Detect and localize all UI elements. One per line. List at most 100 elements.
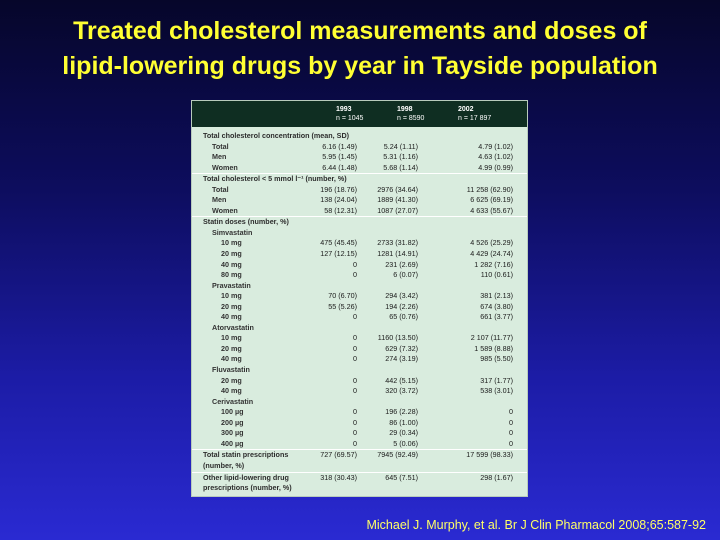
row-value-2002: 0: [509, 438, 513, 448]
row-value-1993: 318 (30.43): [320, 472, 357, 482]
row-label: 200 µg: [221, 417, 244, 427]
table-row: Total 6.16 (1.49) 5.24 (1.11) 4.79 (1.02): [192, 142, 527, 153]
row-label: 40 mg: [221, 354, 242, 364]
row-value-1998: 65 (0.76): [389, 312, 418, 322]
table-row: Total cholesterol concentration (mean, S…: [192, 131, 527, 142]
row-value-1998: 320 (3.72): [385, 386, 418, 396]
table-row: Men 5.95 (1.45) 5.31 (1.16) 4.63 (1.02): [192, 152, 527, 163]
row-label: 400 µg: [221, 438, 244, 448]
table-row: 20 mg 0 629 (7.32) 1 589 (8.88): [192, 344, 527, 355]
row-value-1993: 0: [353, 417, 357, 427]
row-label: Total cholesterol concentration (mean, S…: [203, 131, 350, 140]
row-value-1993: 727 (69.57): [320, 450, 357, 460]
table-row: 10 mg 70 (6.70) 294 (3.42) 381 (2.13): [192, 291, 527, 302]
row-value-2002: 0: [509, 428, 513, 438]
table-row: Total statin prescriptions 727 (69.57) 794…: [192, 449, 527, 461]
table-row: Pravastatin: [192, 281, 527, 292]
row-value-1993: 475 (45.45): [320, 238, 357, 248]
row-value-2002: 0: [509, 417, 513, 427]
table-body: Total cholesterol concentration (mean, S…: [192, 127, 527, 494]
row-value-1993: 58 (12.31): [324, 205, 357, 215]
row-label: 20 mg: [221, 301, 242, 311]
row-label: Women: [212, 162, 238, 172]
row-value-2002: 4.63 (1.02): [478, 152, 513, 162]
row-value-2002: 985 (5.50): [480, 354, 513, 364]
row-label: (number, %): [203, 460, 245, 470]
row-value-1993: 0: [353, 354, 357, 364]
row-value-1998: 629 (7.32): [385, 343, 418, 353]
row-label: Pravastatin: [212, 280, 251, 290]
row-value-2002: 6 625 (69.19): [470, 195, 513, 205]
table-row: 200 µg 0 86 (1.00) 0: [192, 418, 527, 429]
table-row: Men 138 (24.04) 1889 (41.30) 6 625 (69.19): [192, 195, 527, 206]
row-label: Simvastatin: [212, 227, 253, 237]
row-value-1998: 5 (0.06): [393, 438, 418, 448]
header-n: n = 1045: [336, 115, 364, 122]
row-value-1993: 0: [353, 375, 357, 385]
table-row: 80 mg 0 6 (0.07) 110 (0.61): [192, 270, 527, 281]
row-label: 300 µg: [221, 428, 244, 438]
header-year: 2002: [458, 106, 474, 113]
row-label: Total cholesterol < 5 mmol l⁻¹ (number, …: [203, 174, 347, 184]
row-label: Women: [212, 205, 238, 215]
row-label: 10 mg: [221, 291, 242, 301]
row-value-1998: 1160 (13.50): [377, 333, 418, 343]
row-value-2002: 110 (0.61): [480, 270, 513, 280]
table-row: 300 µg 0 29 (0.34) 0: [192, 428, 527, 439]
row-value-1998: 194 (2.26): [385, 301, 418, 311]
row-label: 10 mg: [221, 238, 242, 248]
row-value-2002: 538 (3.01): [480, 386, 513, 396]
row-value-1993: 5.95 (1.45): [322, 152, 357, 162]
table-row: 10 mg 475 (45.45) 2733 (31.82) 4 526 (25.29…: [192, 238, 527, 249]
table-row: 40 mg 0 231 (2.69) 1 282 (7.16): [192, 260, 527, 271]
row-label: 20 mg: [221, 343, 242, 353]
row-label: Statin doses (number, %): [203, 217, 289, 227]
row-label: 100 µg: [221, 407, 244, 417]
row-label: Men: [212, 152, 227, 162]
row-value-1998: 231 (2.69): [385, 259, 418, 269]
row-value-1998: 5.68 (1.14): [383, 162, 418, 172]
row-label: Men: [212, 195, 227, 205]
table-row: 20 mg 55 (5.26) 194 (2.26) 674 (3.80): [192, 302, 527, 313]
row-value-1998: 5.24 (1.11): [383, 141, 418, 151]
table-row: Total 196 (18.76) 2976 (34.64) 11 258 (62.9…: [192, 185, 527, 196]
row-label: Cerivastatin: [212, 396, 254, 406]
row-value-2002: 4 429 (24.74): [470, 249, 513, 259]
row-value-2002: 1 282 (7.16): [474, 259, 513, 269]
row-label: 40 mg: [221, 312, 242, 322]
table-row: 400 µg 0 5 (0.06) 0: [192, 439, 527, 450]
row-label: 40 mg: [221, 259, 242, 269]
row-label: 10 mg: [221, 333, 242, 343]
row-value-2002: 674 (3.80): [480, 301, 513, 311]
table-row: Women 6.44 (1.48) 5.68 (1.14) 4.99 (0.99): [192, 163, 527, 174]
table-row: 40 mg 0 274 (3.19) 985 (5.50): [192, 354, 527, 365]
table-row: Statin doses (number, %): [192, 216, 527, 228]
table-row: 10 mg 0 1160 (13.50) 2 107 (11.77): [192, 333, 527, 344]
row-value-2002: 317 (1.77): [480, 375, 513, 385]
row-value-1993: 0: [353, 259, 357, 269]
row-value-1998: 442 (5.15): [385, 375, 418, 385]
row-value-1998: 2733 (31.82): [377, 238, 418, 248]
row-value-1998: 1087 (27.07): [377, 205, 418, 215]
row-value-1998: 86 (1.00): [389, 417, 418, 427]
table-row: Other lipid-lowering drug 318 (30.43) 645 …: [192, 471, 527, 484]
table-row: 40 mg 0 65 (0.76) 661 (3.77): [192, 312, 527, 323]
row-value-2002: 4 526 (25.29): [470, 238, 513, 248]
row-value-1998: 645 (7.51): [385, 472, 418, 482]
table-row: Women 58 (12.31) 1087 (27.07) 4 633 (55.67): [192, 206, 527, 217]
row-value-1993: 0: [353, 438, 357, 448]
title-line-1: Treated cholesterol measurements and dos…: [73, 17, 647, 45]
row-value-1998: 196 (2.28): [385, 407, 418, 417]
row-value-1993: 0: [353, 386, 357, 396]
table-row: 20 mg 0 442 (5.15) 317 (1.77): [192, 376, 527, 387]
table-row: (number, %): [192, 461, 527, 472]
row-value-1993: 0: [353, 312, 357, 322]
row-value-1998: 1889 (41.30): [377, 195, 418, 205]
table-row: 100 µg 0 196 (2.28) 0: [192, 407, 527, 418]
row-value-1998: 2976 (34.64): [377, 184, 418, 194]
row-value-1998: 6 (0.07): [393, 270, 418, 280]
header-n: n = 17 897: [458, 115, 492, 122]
row-value-2002: 4.99 (0.99): [478, 162, 513, 172]
table-header: 1993 n = 1045 1998 n = 8590 2002 n = 17 …: [192, 101, 527, 127]
row-label: 20 mg: [221, 375, 242, 385]
